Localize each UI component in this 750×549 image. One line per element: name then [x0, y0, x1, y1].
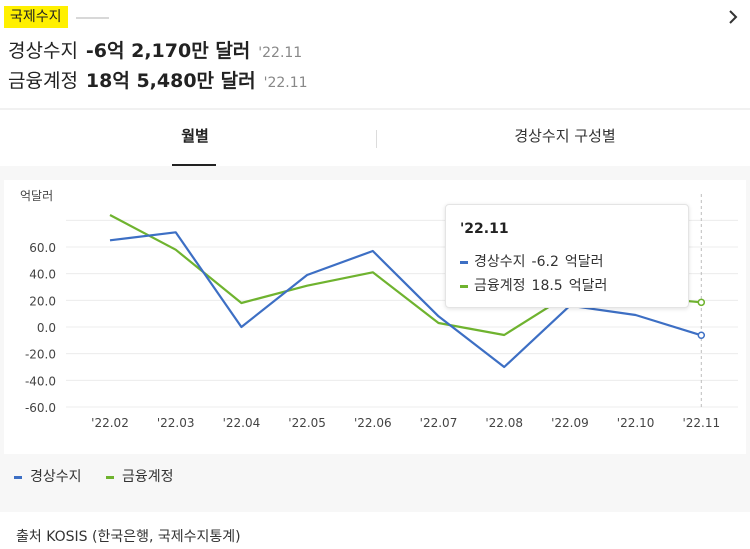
headline-label: 금융계정	[8, 70, 78, 92]
tooltip-series-name: 금융계정	[474, 278, 526, 294]
y-tick-label: -20.0	[25, 348, 56, 362]
y-tick-label: 0.0	[37, 321, 56, 335]
x-tick-label: '22.02	[91, 416, 129, 430]
headline-label: 경상수지	[8, 40, 78, 62]
tooltip-unit: 억달러	[568, 278, 608, 294]
legend-item-financial[interactable]: 금융계정	[105, 466, 174, 486]
tooltip: '22.11 경상수지 -6.2 억달러 금융계정 18.5 억달러	[445, 204, 689, 308]
x-tick-label: '22.08	[485, 416, 523, 430]
legend-marker-icon	[105, 475, 114, 479]
header: 국제수지 경상수지 -6억 2,170만 달러 '22.11 금융계정 18억 5,4…	[0, 0, 750, 108]
legend-label: 경상수지	[30, 469, 82, 485]
tab-composition[interactable]: 경상수지 구성별	[514, 127, 616, 145]
axis-layer: -60.0 -40.0 -20.0 0.0 20.0 40.0 60.0 억달러 '22.02 '…	[20, 189, 720, 430]
y-tick-label: -40.0	[25, 374, 56, 388]
series-marker-icon	[460, 260, 468, 264]
tooltip-row-current: 경상수지 -6.2 억달러	[460, 251, 604, 271]
x-tick-label: '22.03	[157, 416, 195, 430]
current-account-headline: 경상수지 -6억 2,170만 달러 '22.11	[8, 38, 302, 66]
tooltip-series-name: 경상수지	[474, 254, 526, 270]
tooltip-row-financial: 금융계정 18.5 억달러	[460, 275, 607, 295]
footer: 출처 KOSIS (한국은행, 국제수지통계)	[0, 512, 750, 549]
category-tag: 국제수지	[4, 6, 68, 28]
tooltip-title: '22.11	[460, 221, 509, 237]
financial-account-headline: 금융계정 18억 5,480만 달러 '22.11	[8, 68, 308, 96]
header-divider	[0, 108, 750, 110]
series-marker-icon	[460, 284, 468, 288]
tab-separator	[376, 130, 377, 148]
y-tick-label: 60.0	[29, 241, 56, 255]
legend-label: 금융계정	[121, 469, 174, 485]
source-note: 출처 KOSIS (한국은행, 국제수지통계)	[16, 529, 241, 545]
tooltip-unit: 억달러	[564, 254, 604, 270]
legend-item-current[interactable]: 경상수지	[14, 466, 82, 486]
x-tick-label: '22.11	[682, 416, 720, 430]
chevron-right-icon[interactable]	[722, 6, 744, 28]
x-tick-label: '22.09	[551, 416, 589, 430]
tooltip-value: -6.2	[531, 254, 559, 270]
headline-period: '22.11	[258, 45, 303, 61]
x-tick-label: '22.10	[617, 416, 655, 430]
y-axis-label: 억달러	[20, 189, 53, 203]
legend-marker-icon	[14, 475, 22, 479]
tooltip-value: 18.5	[531, 278, 563, 294]
point-current-highlight	[697, 331, 706, 340]
headline-value: 18억 5,480만 달러	[85, 70, 256, 92]
x-tick-label: '22.04	[223, 416, 261, 430]
tab-monthly[interactable]: 월별	[130, 110, 260, 166]
tag-underline	[76, 17, 109, 19]
x-tick-label: '22.05	[288, 416, 326, 430]
x-tick-label: '22.07	[420, 416, 458, 430]
x-tick-label: '22.06	[354, 416, 392, 430]
y-tick-label: 40.0	[29, 268, 56, 282]
headline-value: -6억 2,170만 달러	[85, 40, 251, 62]
y-tick-label: 20.0	[29, 294, 56, 308]
headline-period: '22.11	[263, 75, 308, 91]
tab-bar: 월별 경상수지 구성별	[0, 110, 750, 166]
legend: 경상수지 금융계정	[14, 466, 194, 486]
point-financial-highlight	[697, 298, 706, 307]
y-tick-label: -60.0	[25, 401, 56, 415]
series-line-current	[109, 231, 702, 369]
